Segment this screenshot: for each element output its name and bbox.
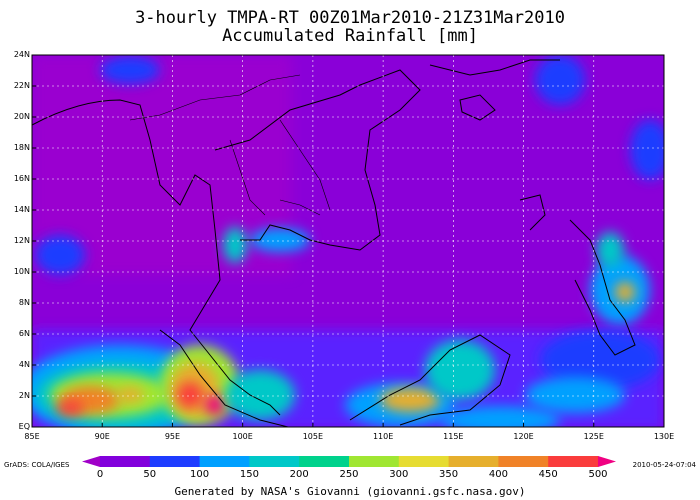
colorbar-swatch <box>349 456 400 467</box>
colorbar-tick-label: 0 <box>96 469 104 480</box>
rainfall-field <box>32 55 664 427</box>
country-borders <box>129 74 331 216</box>
colorbar-swatch <box>100 456 151 467</box>
lon-tick-label: 95E <box>164 432 181 441</box>
coastlines <box>32 59 636 427</box>
lat-tick-label: 16N <box>13 174 30 183</box>
lat-tick-label: 18N <box>13 143 30 152</box>
lat-tick-label: 6N <box>18 329 30 338</box>
footer-credit: Generated by NASA's Giovanni (giovanni.g… <box>174 485 526 498</box>
colorbar-tick-label: 300 <box>389 469 409 480</box>
colorbar-tick-label: 200 <box>289 469 309 480</box>
lon-tick-label: 85E <box>24 432 40 441</box>
colorbar-min-arrow <box>82 456 100 467</box>
lon-tick-label: 100E <box>232 432 253 441</box>
colorbar-swatch <box>398 456 450 467</box>
colorbar-swatch <box>149 456 201 467</box>
colorbar-tick-label: 500 <box>588 469 608 480</box>
lon-tick-label: 130E <box>653 432 675 441</box>
lat-tick-label: 14N <box>13 205 30 214</box>
source-label: GrADS: COLA/IGES <box>4 461 70 469</box>
colorbar-tick-label: 250 <box>339 469 359 480</box>
lat-tick-label: 20N <box>13 112 30 121</box>
lon-tick-label: 115E <box>443 432 464 441</box>
lat-tick-label: 8N <box>18 298 30 307</box>
lat-tick-label: EQ <box>18 422 30 431</box>
colorbar-swatch <box>299 456 350 467</box>
lat-tick-label: 22N <box>13 81 30 90</box>
colorbar-swatch <box>498 456 549 467</box>
colorbar-tick-label: 100 <box>190 469 210 480</box>
lon-tick-label: 120E <box>513 432 534 441</box>
colorbar-tick-label: 150 <box>239 469 259 480</box>
lon-tick-label: 105E <box>302 432 324 441</box>
colorbar-swatch <box>199 456 250 467</box>
lat-tick-label: 24N <box>13 50 30 59</box>
lat-tick-label: 2N <box>18 391 30 400</box>
lat-tick-label: 10N <box>13 267 30 276</box>
colorbar-tick-label: 350 <box>439 469 459 480</box>
lon-tick-label: 90E <box>94 432 110 441</box>
map-title: 3-hourly TMPA-RT 00Z01Mar2010-21Z31Mar20… <box>135 8 565 28</box>
colorbar-swatch <box>249 456 300 467</box>
lat-tick-label: 12N <box>13 236 30 245</box>
graticule <box>32 55 664 427</box>
date-stamp: 2010-05-24-07:04 <box>632 461 696 469</box>
map-subtitle: Accumulated Rainfall [mm] <box>222 26 478 46</box>
colorbar-tick-label: 50 <box>143 469 157 480</box>
lon-tick-label: 125E <box>583 432 604 441</box>
axis-ticks <box>31 54 665 428</box>
colorbar-tick-label: 400 <box>488 469 508 480</box>
lon-tick-label: 110E <box>372 432 394 441</box>
colorbar <box>82 456 616 467</box>
colorbar-swatch <box>548 456 599 467</box>
lat-tick-label: 4N <box>18 360 30 369</box>
colorbar-swatch <box>448 456 499 467</box>
colorbar-max-arrow <box>598 456 616 467</box>
colorbar-tick-label: 450 <box>538 469 558 480</box>
